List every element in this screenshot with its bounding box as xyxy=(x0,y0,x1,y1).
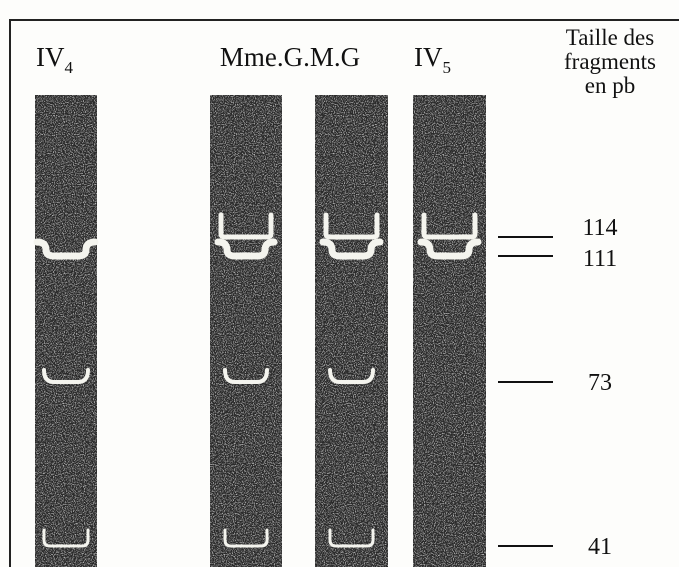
lane-label: Mme.G.M.G xyxy=(220,42,360,72)
marker-label: 73 xyxy=(588,370,612,396)
gel-lane xyxy=(413,95,486,567)
gel-figure: IV4Mme.G.M.GIV5 1141117341 Taille desfra… xyxy=(0,0,679,567)
gel-lane xyxy=(315,95,388,567)
marker-label: 41 xyxy=(588,534,612,560)
lane-label-text: IV xyxy=(36,42,65,72)
lane-label-subscript: 4 xyxy=(65,58,74,77)
header-line: en pb xyxy=(585,73,635,98)
gel-lane xyxy=(35,95,97,567)
header-line: Taille des xyxy=(566,25,654,50)
lane-label-subscript: 5 xyxy=(443,58,452,77)
gel-lane xyxy=(210,95,282,567)
marker-label: 114 xyxy=(582,215,617,241)
marker-label: 111 xyxy=(583,246,617,272)
lane-label-text: IV xyxy=(414,42,443,72)
lane-label-text: Mme.G.M.G xyxy=(220,42,360,72)
header-line: fragments xyxy=(564,49,656,74)
